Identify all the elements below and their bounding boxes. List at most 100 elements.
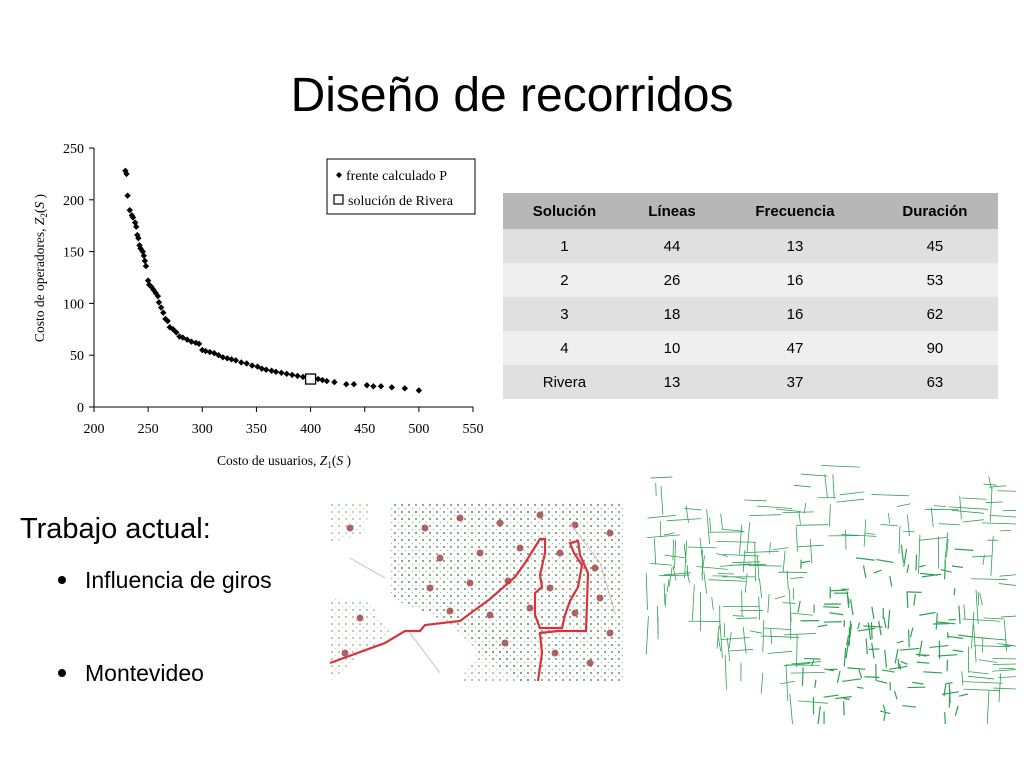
frente-data-point [155, 299, 163, 306]
street-segment [760, 635, 800, 638]
street-segment [672, 539, 675, 561]
x-tick-label: 400 [300, 422, 321, 437]
street-segment [876, 558, 894, 564]
chart-legend: frente calculado P solución de Rivera [326, 158, 476, 215]
street-segment [998, 676, 1016, 679]
street-segment [774, 595, 786, 600]
legend-square-marker [333, 194, 344, 205]
table-cell: 10 [625, 331, 719, 365]
street-segment [971, 611, 975, 649]
bus-stop-marker [496, 519, 504, 527]
street-segment [940, 568, 952, 573]
street-segment [823, 606, 840, 609]
street-segment [870, 622, 873, 640]
street-segment [921, 573, 942, 578]
street-segment [857, 686, 864, 689]
street-segment [998, 583, 1016, 586]
frente-data-point [142, 262, 150, 270]
bullet-dot-icon [58, 669, 66, 677]
street-segment [749, 514, 782, 517]
street-segment [701, 555, 705, 576]
frente-data-point [243, 360, 250, 367]
street-segment [659, 574, 690, 577]
street-segment [686, 570, 690, 583]
y-axis-label-var: Z [32, 217, 47, 225]
y-axis-label-paren: ( [32, 208, 47, 213]
table-row: Rivera 13 37 63 [503, 365, 998, 399]
x-axis-label-paren: ( [332, 453, 337, 468]
street-segment [836, 670, 841, 684]
frente-data-point [215, 352, 222, 359]
street-segment [829, 612, 844, 616]
street-segment [958, 693, 968, 697]
work-heading: Trabajo actual: [20, 513, 211, 545]
street-segment [998, 673, 1002, 703]
street-segment [971, 578, 1008, 580]
street-segment [979, 592, 983, 606]
street-segment [801, 667, 804, 686]
street-segment [968, 671, 989, 675]
street-segment [857, 622, 861, 630]
bus-stop-marker [586, 659, 594, 667]
street-segment [663, 572, 692, 576]
street-segment [913, 593, 916, 606]
bus-stop-marker [456, 514, 464, 522]
bus-stop-marker [571, 521, 579, 529]
street-segment [906, 514, 910, 537]
bus-stop-marker [341, 649, 349, 657]
street-segment [824, 668, 834, 672]
frente-data-point [343, 381, 350, 388]
frente-data-point [141, 257, 149, 265]
legend-box [326, 158, 476, 215]
street-segment [660, 485, 664, 515]
street-segment [663, 532, 675, 536]
street-segment [756, 505, 793, 509]
frente-data-point [388, 384, 395, 391]
street-segment [744, 499, 767, 502]
street-segment [795, 526, 798, 552]
header-cell-frecuencia: Frecuencia [718, 193, 872, 229]
street-segment [978, 659, 998, 663]
street-segment [847, 667, 866, 670]
street-segment [830, 589, 847, 592]
street-segment [817, 706, 821, 724]
street-segment [945, 682, 953, 685]
street-segment [858, 668, 863, 679]
street-segment [896, 640, 904, 644]
street-segment [881, 669, 895, 673]
street-segment [728, 631, 732, 649]
frente-data-point [223, 355, 231, 362]
legend-label-rivera: solución de Rivera [348, 194, 454, 209]
svg-text:Costo de operadores, Z2(S ): Costo de operadores, Z2(S ) [32, 194, 49, 342]
table-cell: 16 [718, 263, 872, 297]
street-segment [782, 602, 796, 604]
table-cell: 37 [718, 365, 872, 399]
frente-data-point [350, 381, 358, 388]
street-segment [691, 584, 695, 621]
street-segment [824, 474, 828, 499]
street-segment [863, 625, 883, 628]
bus-stop-marker [346, 524, 354, 532]
table-row: 2 26 16 53 [503, 263, 998, 297]
street-segment [856, 557, 875, 561]
frente-data-point [319, 376, 326, 384]
street-segment [992, 663, 1016, 665]
street-segment [919, 564, 926, 568]
street-segment [907, 629, 910, 648]
frente-data-point [323, 377, 331, 385]
street-segment [849, 624, 853, 639]
street-segment [763, 627, 792, 631]
street-segment [711, 597, 714, 611]
street-segment [871, 606, 875, 619]
solutions-table: Solución Líneas Frecuencia Duración 1 44… [503, 193, 998, 399]
street-segment [954, 548, 974, 551]
x-axis-label-text: Costo de usuarios, [217, 453, 320, 468]
street-segment [880, 523, 898, 527]
bus-stop-marker [436, 554, 444, 562]
table-cell: 13 [718, 229, 872, 263]
frente-data-point [124, 192, 131, 199]
frente-data-point [415, 387, 423, 394]
bus-stop-marker [426, 584, 434, 592]
street-segment [804, 657, 821, 660]
street-segment [909, 627, 914, 638]
